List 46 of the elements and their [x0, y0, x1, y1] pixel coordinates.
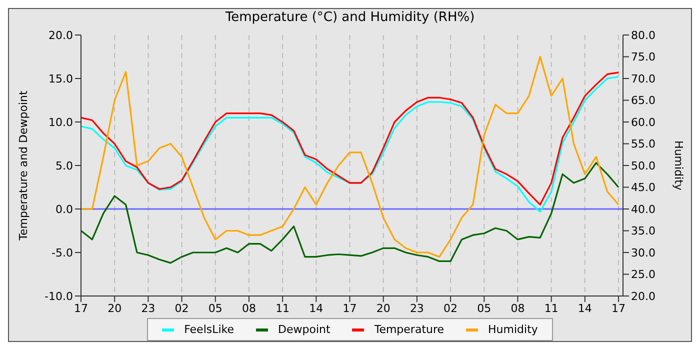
line-series — [81, 56, 620, 258]
x-tick-label: 20 — [108, 302, 122, 315]
x-tick-label: 08 — [242, 302, 256, 315]
x-tick-label: 23 — [410, 302, 424, 315]
y2-tick-label: 80.0 — [631, 28, 656, 42]
y-tick-label: 5.0 — [56, 159, 73, 172]
y2-tick-label: 55.0 — [631, 138, 656, 151]
x-tick-label: 05 — [208, 302, 222, 315]
x-tick-label: 14 — [578, 302, 592, 315]
y2-tick-label: 35.0 — [631, 224, 656, 238]
legend-label: FeelsLike — [184, 323, 234, 336]
x-tick-label: 08 — [510, 302, 525, 315]
x-tick-label: 11 — [276, 302, 290, 315]
y-tick-label: 0.0 — [56, 202, 73, 216]
legend-label: Humidity — [488, 323, 538, 336]
y2-tick-label: 30.0 — [631, 246, 656, 260]
y2-tick-label: 20.0 — [631, 290, 656, 303]
x-tick-label: 11 — [544, 302, 558, 315]
y-tick-label: 15.0 — [48, 72, 73, 86]
legend-label: Dewpoint — [278, 323, 330, 336]
y2-tick-label: 65.0 — [631, 94, 656, 108]
x-tick-label: 20 — [376, 302, 390, 315]
y2-tick-label: 75.0 — [631, 50, 656, 64]
y-tick-label: 20.0 — [48, 28, 73, 42]
y2-tick-label: 25.0 — [631, 268, 656, 282]
y2-tick-label: 60.0 — [631, 116, 656, 129]
x-tick-label: 17 — [74, 302, 88, 315]
x-tick-label: 02 — [444, 302, 458, 315]
x-tick-label: 17 — [612, 302, 626, 315]
y2-tick-label: 40.0 — [631, 202, 656, 216]
y2-tick-label: 45.0 — [631, 181, 656, 194]
y2-axis-title: Humidity — [672, 140, 686, 191]
legend-label: Temperature — [374, 323, 444, 336]
x-tick-label: 17 — [342, 302, 357, 315]
y2-tick-label: 50.0 — [631, 159, 656, 172]
y-axis-title: Temperature and Dewpoint — [16, 90, 30, 242]
x-tick-label: 23 — [141, 302, 156, 315]
chart-title: Temperature (°C) and Humidity (RH%) — [224, 9, 476, 27]
x-tick-label: 05 — [477, 302, 492, 315]
y2-tick-label: 70.0 — [631, 72, 656, 86]
y-tick-label: -10.0 — [44, 290, 73, 303]
x-tick-label: 14 — [309, 302, 324, 315]
x-tick-label: 02 — [174, 302, 189, 315]
line-series — [81, 162, 620, 264]
y-tick-label: 10.0 — [48, 116, 73, 129]
y-tick-label: -5.0 — [52, 246, 73, 260]
